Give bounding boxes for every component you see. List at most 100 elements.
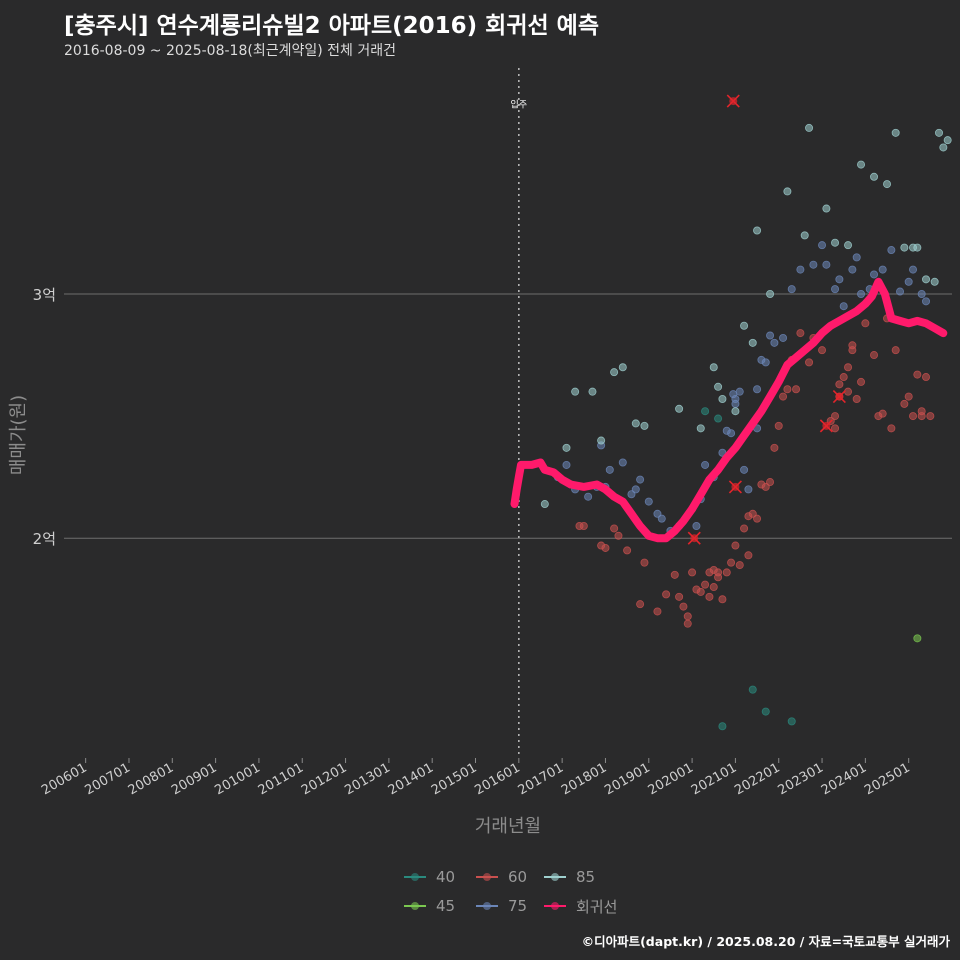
y-axis-label: 매매가(원) [8, 394, 29, 476]
data-point-45 [913, 634, 922, 643]
data-point-75 [636, 475, 645, 484]
data-point-60 [887, 424, 896, 433]
data-point-60 [904, 392, 913, 401]
data-point-75 [818, 241, 827, 250]
x-tick-label: 200701 [82, 760, 132, 798]
data-point-75 [753, 385, 762, 394]
data-point-75 [852, 253, 861, 262]
data-point-60 [844, 363, 853, 372]
data-point-60 [722, 568, 731, 577]
data-point-85 [571, 387, 580, 396]
data-point-85 [640, 421, 649, 430]
legend-label-85: 85 [576, 868, 596, 886]
x-tick-label: 201501 [429, 760, 479, 798]
x-tick-label: 200601 [39, 760, 89, 798]
data-point-75 [917, 289, 926, 298]
x-tick-label: 202201 [732, 760, 782, 798]
data-point-60 [805, 358, 814, 367]
data-point-75 [584, 492, 593, 501]
data-point-85 [696, 424, 705, 433]
data-point-85 [857, 160, 866, 169]
legend-key-60 [474, 866, 500, 888]
data-point-60 [696, 587, 705, 596]
data-point-75 [909, 265, 918, 274]
data-point-60 [579, 522, 588, 531]
data-point-85 [900, 243, 909, 252]
data-point-60 [900, 399, 909, 408]
data-point-75 [605, 465, 614, 474]
data-point-60 [683, 612, 692, 621]
data-point-75 [761, 358, 770, 367]
data-point-60 [675, 592, 684, 601]
data-point-60 [779, 392, 788, 401]
data-point-60 [766, 478, 775, 487]
data-point-75 [809, 260, 818, 269]
data-point-85 [883, 180, 892, 189]
data-point-85 [610, 368, 619, 377]
data-point-60 [770, 443, 779, 452]
data-point-60 [727, 558, 736, 567]
legend-label-40: 40 [436, 868, 456, 886]
y-tick-label: 2억 [33, 530, 56, 548]
x-tick-label: 202001 [646, 760, 696, 798]
legend-key-40 [402, 866, 428, 888]
data-point-85 [753, 226, 762, 235]
data-point-60 [744, 551, 753, 560]
data-point-60 [731, 541, 740, 550]
data-point-60 [705, 592, 714, 601]
data-point-85 [731, 407, 740, 416]
data-point-85 [913, 243, 922, 252]
data-point-75 [692, 522, 701, 531]
data-point-85 [748, 338, 757, 347]
x-axis-label: 거래년월 [474, 816, 542, 837]
data-point-60 [831, 424, 840, 433]
legend-label-trend: 회귀선 [576, 897, 618, 916]
data-point-60 [614, 531, 623, 540]
data-point-85 [844, 241, 853, 250]
x-tick-label: 201101 [256, 760, 306, 798]
data-point-60 [679, 602, 688, 611]
data-point-60 [610, 524, 619, 533]
legend-key-trend [542, 895, 568, 917]
highlight-cross-b [832, 390, 846, 404]
data-point-60 [796, 329, 805, 338]
data-point-75 [766, 331, 775, 340]
data-point-60 [917, 412, 926, 421]
data-point-75 [848, 265, 857, 274]
x-tick-label: 201601 [472, 760, 522, 798]
data-point-75 [857, 289, 866, 298]
data-point-75 [770, 338, 779, 347]
x-tick-label: 201401 [386, 760, 436, 798]
highlight-cross-b [726, 94, 740, 108]
data-point-85 [562, 443, 571, 452]
data-point-60 [839, 373, 848, 382]
data-point-60 [774, 421, 783, 430]
data-point-60 [714, 568, 723, 577]
legend-key-75 [474, 895, 500, 917]
data-point-60 [922, 373, 931, 382]
data-point-75 [896, 287, 905, 296]
move-in-label: 입주 [511, 99, 528, 111]
legend-label-75: 75 [508, 897, 528, 915]
x-tick-label: 202101 [689, 760, 739, 798]
data-point-75 [740, 465, 749, 474]
data-point-60 [783, 385, 792, 394]
data-point-85 [709, 363, 718, 372]
chart-title: [충주시] 연수계룡리슈빌2 아파트(2016) 회귀선 예측 [64, 13, 599, 39]
data-point-85 [831, 238, 840, 247]
highlight-cross-b [728, 480, 742, 494]
data-point-75 [835, 275, 844, 284]
legend-item-85: 85 [542, 866, 595, 888]
data-point-60 [601, 543, 610, 552]
data-point-75 [831, 285, 840, 294]
data-point-60 [878, 409, 887, 418]
data-point-40 [701, 407, 710, 416]
data-point-75 [787, 285, 796, 294]
data-point-60 [870, 351, 879, 360]
highlight-cross-b [687, 531, 701, 545]
x-tick-label: 201301 [342, 760, 392, 798]
data-point-75 [904, 277, 913, 286]
data-point-85 [922, 275, 931, 284]
x-tick-label: 201901 [602, 760, 652, 798]
data-point-85 [540, 500, 549, 509]
